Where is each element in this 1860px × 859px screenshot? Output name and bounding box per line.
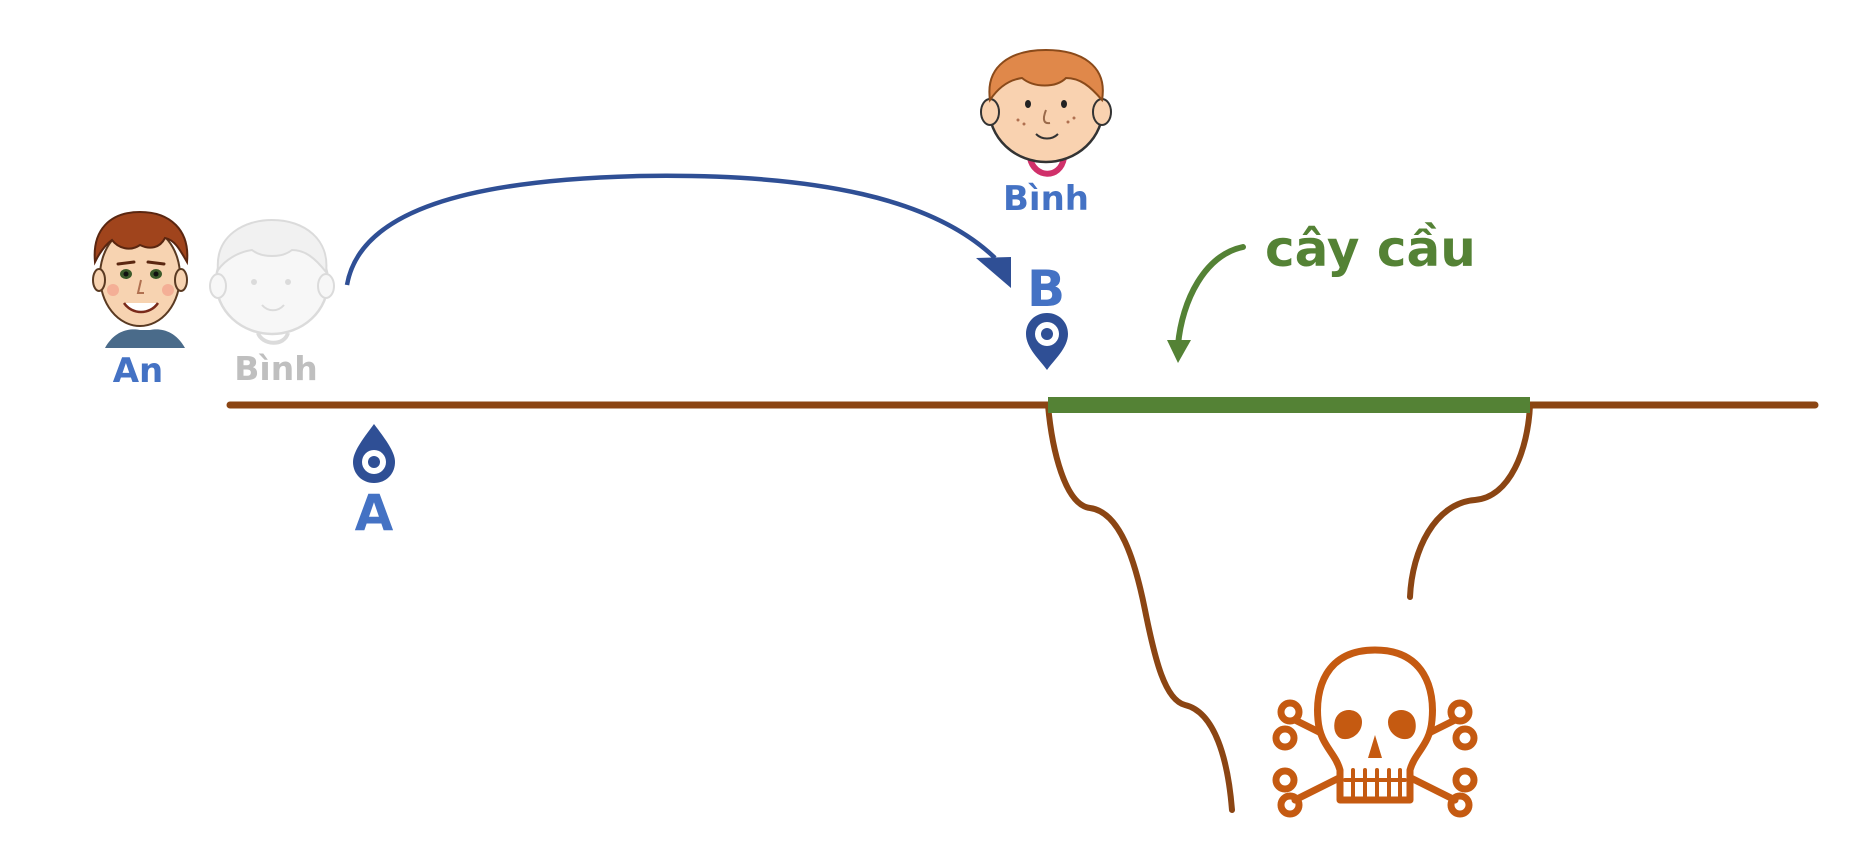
point-b-label: B xyxy=(1027,260,1065,318)
an-shirt xyxy=(105,329,185,348)
jump-arrowhead xyxy=(976,257,1011,288)
bridge-pointer-arrowhead xyxy=(1167,340,1191,363)
an-label: An xyxy=(113,351,164,391)
skull-crossbones-icon xyxy=(1272,646,1478,818)
jump-arrow xyxy=(344,173,997,286)
binh-end-label: Bình xyxy=(1003,179,1089,219)
binh-end-collar xyxy=(1027,157,1067,177)
binh-end-avatar xyxy=(980,48,1112,177)
bridge-label: cây cầu xyxy=(1265,220,1476,278)
binh-start-avatar xyxy=(209,218,335,345)
point-b-marker xyxy=(1026,313,1068,370)
binh-end-hair xyxy=(988,48,1104,103)
an-hair xyxy=(93,210,189,266)
point-a-marker xyxy=(353,424,395,483)
cliff-left xyxy=(1045,402,1235,813)
an-avatar xyxy=(92,210,189,348)
binh-start-label: Bình xyxy=(234,349,317,388)
bridge-pointer-arrow xyxy=(1175,244,1246,348)
cliff-right xyxy=(1407,402,1533,600)
skull-features xyxy=(1334,710,1416,758)
point-a-label: A xyxy=(355,484,394,542)
